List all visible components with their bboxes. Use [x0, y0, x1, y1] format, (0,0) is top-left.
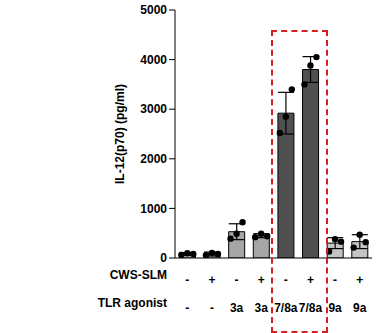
svg-text:4000: 4000 — [140, 53, 167, 67]
svg-text:-: - — [185, 273, 189, 287]
svg-text:7/8a: 7/8a — [299, 301, 323, 315]
html-text:CWS-SLM: CWS-SLM — [109, 268, 167, 282]
svg-text:-: - — [284, 273, 288, 287]
svg-text:1000: 1000 — [140, 202, 167, 216]
svg-text:+: + — [356, 273, 363, 287]
svg-text:7/8a: 7/8a — [274, 301, 298, 315]
svg-text:9a: 9a — [328, 301, 342, 315]
svg-text:3a: 3a — [230, 301, 244, 315]
svg-text:5000: 5000 — [140, 3, 167, 17]
svg-text:3a: 3a — [255, 301, 269, 315]
svg-text:3000: 3000 — [140, 102, 167, 116]
svg-text:2000: 2000 — [140, 152, 167, 166]
svg-text:+: + — [307, 273, 314, 287]
html-text:TLR agonist: TLR agonist — [97, 296, 167, 310]
svg-text:+: + — [208, 273, 215, 287]
svg-text:-: - — [210, 301, 214, 315]
svg-text:-: - — [333, 273, 337, 287]
svg-text:-: - — [185, 301, 189, 315]
svg-text:+: + — [258, 273, 265, 287]
svg-text:9a: 9a — [353, 301, 367, 315]
svg-text:IL-12(p70) (pg/ml): IL-12(p70) (pg/ml) — [113, 84, 127, 184]
svg-text:0: 0 — [160, 251, 167, 265]
svg-text:-: - — [235, 273, 239, 287]
